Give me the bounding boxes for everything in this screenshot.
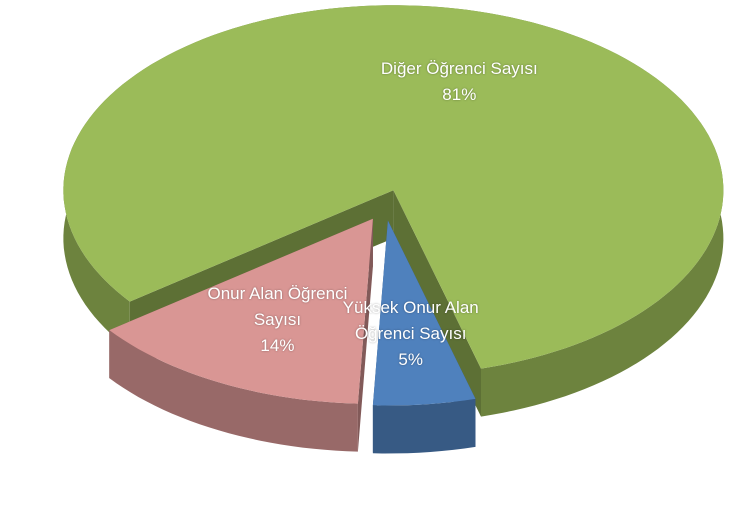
slice-top	[109, 218, 373, 404]
slice-top	[63, 5, 724, 369]
category-label: Diğer Öğrenci Sayısı	[380, 58, 538, 78]
data-label: Diğer Öğrenci Sayısı 81%	[364, 56, 554, 108]
value-label: 5%	[398, 350, 423, 370]
slice-side	[357, 218, 373, 452]
slice-side	[393, 190, 481, 417]
slice	[372, 220, 476, 454]
slice-top	[372, 220, 476, 406]
value-label: 81%	[442, 84, 477, 104]
value-label: 14%	[260, 336, 295, 356]
slice	[109, 218, 373, 452]
data-label: Yüksek Onur Alan Öğrenci Sayısı 5%	[316, 295, 506, 373]
category-label: Yüksek Onur Alan Öğrenci Sayısı	[342, 298, 479, 344]
data-label: Onur Alan Öğrenci Sayısı 14%	[182, 281, 372, 359]
category-label: Onur Alan Öğrenci Sayısı	[207, 284, 348, 330]
slice-side	[109, 330, 358, 452]
slice-side	[372, 398, 476, 454]
